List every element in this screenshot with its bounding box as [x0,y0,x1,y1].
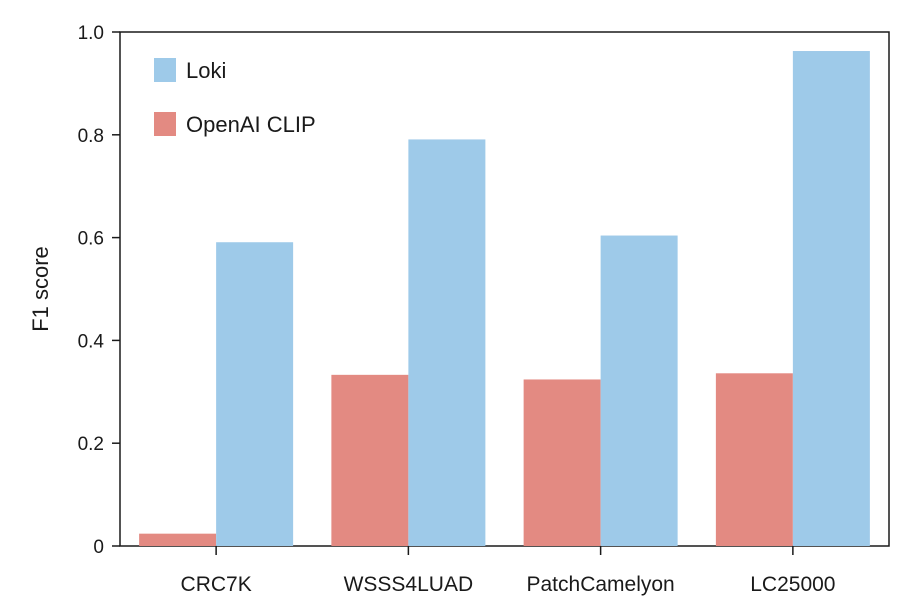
bar-openai-clip-crc7k [139,533,217,546]
bar-loki-patchcamelyon [600,235,678,546]
bar-loki-lc25000 [792,51,870,546]
bar-openai-clip-wsss4luad [331,374,409,546]
y-tick-label: 0.4 [78,331,105,352]
legend-label: OpenAI CLIP [186,112,316,137]
bar-loki-wsss4luad [408,139,486,546]
y-tick-label: 1.0 [78,23,104,44]
x-tick-label: CRC7K [181,573,252,596]
y-tick-label: 0 [93,537,104,558]
bar-openai-clip-lc25000 [715,373,793,546]
bar-openai-clip-patchcamelyon [523,379,601,546]
legend-swatch [154,58,176,82]
x-axis: CRC7K WSSS4LUAD PatchCamelyon LC25000 [181,546,836,596]
legend-swatch [154,112,176,136]
y-axis-title: F1 score [28,246,53,332]
plot-area-frame [119,31,890,547]
y-tick-label: 0.2 [78,434,104,455]
y-tick-label: 0.8 [78,126,104,147]
bar-loki-crc7k [216,242,294,546]
legend: Loki OpenAI CLIP [154,58,316,137]
legend-label: Loki [186,58,226,83]
y-axis: 0 0.2 0.4 0.6 0.8 1.0 [78,23,120,558]
x-tick-label: LC25000 [750,573,835,596]
x-tick-label: PatchCamelyon [527,573,675,596]
bars-group [139,51,870,546]
x-tick-label: WSSS4LUAD [344,573,474,596]
y-tick-label: 0.6 [78,229,104,250]
